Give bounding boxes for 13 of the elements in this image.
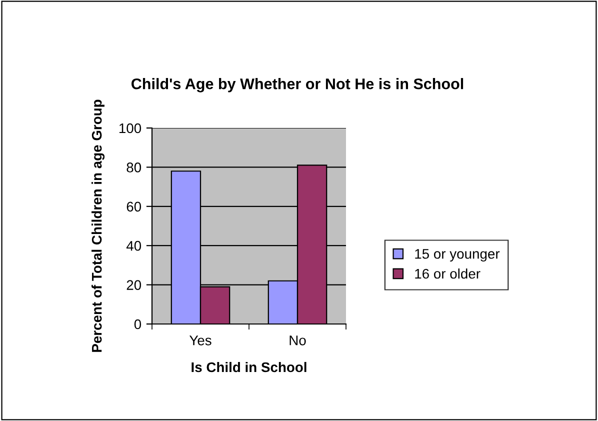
- x-tick-label: No: [290, 336, 306, 346]
- x-tick-label: Yes: [189, 336, 212, 346]
- y-tick-label: 40: [126, 240, 142, 251]
- x-axis-title: Is Child in School: [192, 362, 306, 372]
- y-tick-label: 20: [126, 280, 142, 290]
- y-tick-label: 80: [126, 162, 142, 172]
- y-tick-label: 100: [119, 123, 142, 134]
- y-axis-title: Percent of Total Children in age Group: [92, 100, 105, 352]
- y-tick-label: 60: [126, 202, 142, 212]
- legend-label: 16 or older: [415, 268, 480, 279]
- legend-label: 15 or younger: [415, 249, 500, 262]
- chart-title: Child's Age by Whether or Not He is in School: [132, 78, 464, 92]
- y-tick-label: 0: [134, 319, 142, 330]
